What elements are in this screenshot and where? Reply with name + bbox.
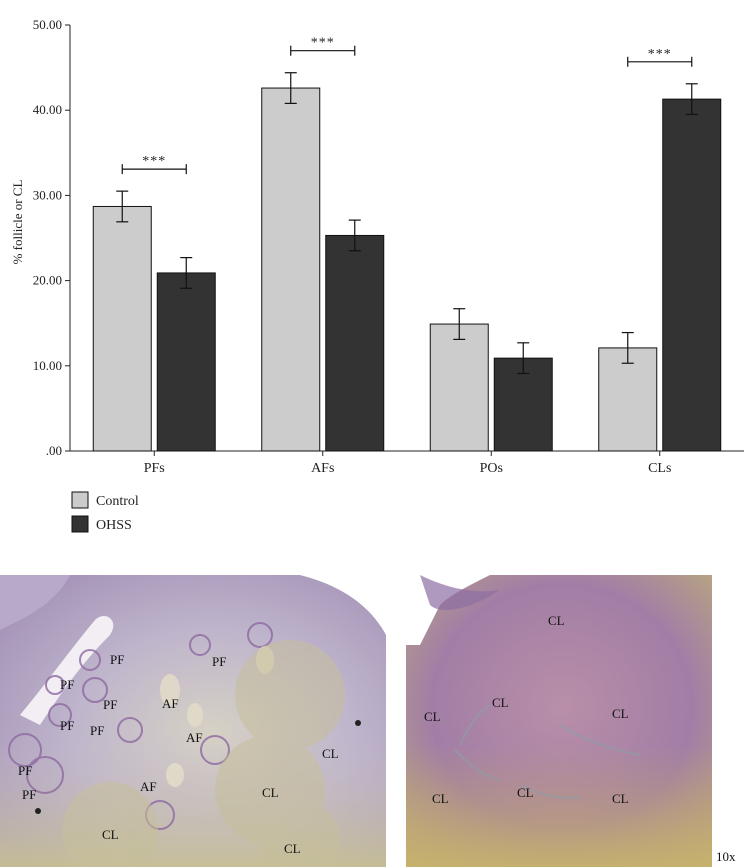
bar-control-afs (261, 87, 321, 452)
ohss-cl-label: CL (432, 791, 449, 806)
control-pf-label: PF (103, 697, 117, 712)
x-tick-label: PFs (144, 461, 165, 476)
control-pf-label: PF (110, 652, 124, 667)
bar-ohss-afs (325, 234, 385, 452)
control-af-label: AF (162, 696, 179, 711)
bar-ohss-cls (662, 98, 722, 452)
significance-label: *** (648, 47, 672, 62)
y-tick-label: 30.00 (33, 187, 62, 202)
ohss-cl-label: CL (424, 709, 441, 724)
bar-control-pos (429, 323, 489, 452)
y-tick-label: 40.00 (33, 102, 62, 117)
micrograph-control-labels: PF PF PF PF PF PF PF PF AF AF AF CL CL CL CL (18, 652, 339, 856)
legend-swatch-ohss (71, 515, 89, 533)
control-pf-label: PF (90, 723, 104, 738)
y-axis-label: % follicle or CL (10, 180, 25, 265)
bars (92, 72, 722, 452)
bar-ohss-pfs (156, 272, 216, 452)
bar-chart: .00 10.00 20.00 30.00 40.00 50.00 PFs AFs POs CLs… (10, 17, 744, 533)
y-tick-label: 10.00 (33, 358, 62, 373)
control-pf-label: PF (18, 763, 32, 778)
y-tick-label: 50.00 (33, 17, 62, 32)
control-af-label: AF (140, 779, 157, 794)
control-pf-label: PF (22, 787, 36, 802)
legend-label-ohss: OHSS (96, 518, 132, 533)
ohss-cl-label: CL (548, 613, 565, 628)
y-tick-label: .00 (46, 443, 62, 458)
control-cl-label: CL (322, 746, 339, 761)
legend-swatch-control (71, 491, 89, 509)
ohss-cl-label: CL (517, 785, 534, 800)
control-pf-label: PF (212, 654, 226, 669)
legend-label-control: Control (96, 494, 139, 509)
significance-label: *** (142, 154, 166, 169)
micrograph-ohss (406, 575, 712, 867)
x-tick-label: CLs (648, 461, 671, 476)
y-tick-label: 20.00 (33, 273, 62, 288)
bar-control-pfs (92, 205, 152, 452)
control-cl-label: CL (262, 785, 279, 800)
legend: Control OHSS (71, 491, 139, 533)
control-af-label: AF (186, 730, 203, 745)
significance-label: *** (311, 36, 335, 51)
control-pf-label: PF (60, 677, 74, 692)
ohss-cl-label: CL (492, 695, 509, 710)
micrograph-control (0, 575, 386, 867)
ohss-cl-label: CL (612, 791, 629, 806)
control-cl-label: CL (284, 841, 301, 856)
bar-control-cls (598, 347, 658, 452)
x-tick-label: AFs (311, 461, 334, 476)
control-cl-label: CL (102, 827, 119, 842)
x-tick-label: POs (480, 461, 503, 476)
significance-brackets: *** *** *** (121, 36, 693, 175)
magnification-label: 10x (716, 849, 736, 864)
control-pf-label: PF (60, 718, 74, 733)
micrograph-ohss-labels: CL CL CL CL CL CL CL (424, 613, 629, 806)
ohss-cl-label: CL (612, 706, 629, 721)
